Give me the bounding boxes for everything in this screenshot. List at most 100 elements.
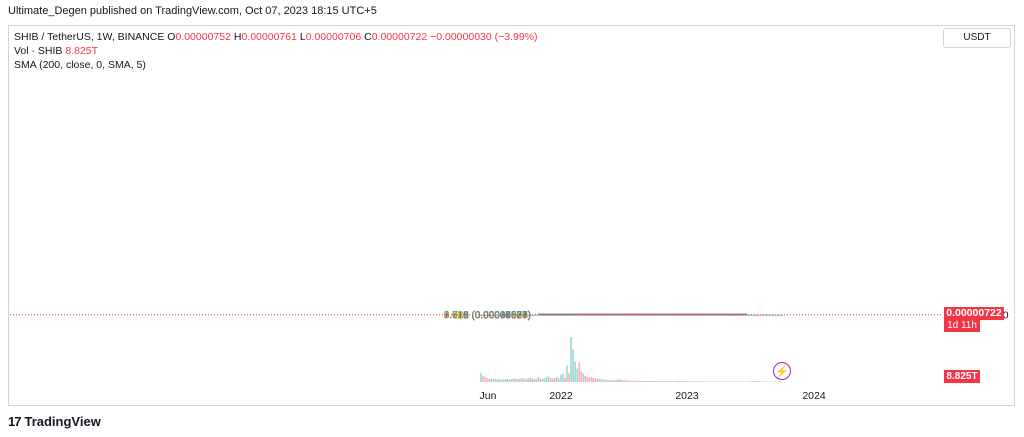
volume-bar: [523, 378, 525, 382]
legend-volume-label: Vol · SHIB: [14, 45, 63, 57]
currency-button[interactable]: USDT: [943, 28, 1011, 48]
volume-bar: [574, 361, 576, 382]
candle-body: [600, 314, 603, 316]
volume-bar: [752, 380, 755, 382]
candle-body: [484, 314, 486, 316]
candle-body: [572, 314, 575, 316]
candle-body: [670, 314, 673, 316]
volume-bar: [773, 381, 775, 382]
volume-bar: [613, 379, 615, 382]
volume-bar: [633, 380, 636, 382]
fib-level-label: 0.786 (0.00007072): [444, 310, 531, 321]
candle-body: [557, 314, 560, 316]
candle-body: [691, 314, 693, 316]
volume-bar: [766, 381, 769, 382]
candle-body: [551, 314, 554, 316]
candle-body: [629, 314, 632, 316]
candle-body: [596, 314, 599, 316]
candle-body: [779, 314, 781, 316]
candle-body: [566, 314, 568, 316]
candle-body: [725, 314, 728, 316]
candle-body: [527, 314, 529, 316]
tradingview-logo[interactable]: 17 TradingView: [8, 414, 101, 429]
candle-body: [658, 314, 661, 316]
volume-bar: [740, 381, 742, 382]
candle-body: [711, 314, 714, 316]
candle-body: [719, 314, 722, 316]
candle-body: [482, 314, 484, 316]
fib-level-label: 1.618 (0.00014001): [444, 310, 531, 321]
candle-body: [568, 314, 570, 316]
volume-bar: [543, 378, 546, 382]
candle-body: [549, 314, 552, 316]
volume-bar: [650, 380, 652, 382]
candle-body: [754, 314, 757, 316]
candle-body: [639, 314, 642, 316]
candle-body: [654, 314, 656, 316]
candle-body: [709, 314, 712, 316]
volume-bar: [639, 380, 642, 382]
candle-body: [641, 314, 644, 316]
volume-bar: [525, 378, 527, 382]
volume-bar: [676, 381, 679, 382]
volume-bar: [646, 380, 648, 382]
volume-bar: [674, 381, 677, 382]
volume-bar: [666, 381, 669, 382]
candle-body: [781, 314, 783, 316]
candle-body: [744, 314, 747, 316]
candle-body: [582, 314, 585, 316]
candle-body: [516, 314, 519, 316]
volume-bar: [658, 381, 660, 382]
volume-bar: [488, 378, 490, 382]
volume-bar: [539, 378, 542, 382]
volume-bar: [500, 379, 503, 382]
volume-bar: [517, 378, 519, 382]
lightning-icon[interactable]: ⚡: [773, 362, 791, 380]
volume-bar: [705, 381, 708, 382]
volume-bar: [519, 378, 521, 382]
candle-body: [519, 314, 521, 316]
candle-body: [723, 314, 726, 316]
volume-bar: [742, 381, 744, 382]
volume-bar: [744, 381, 746, 382]
candle-body: [609, 314, 611, 316]
volume-bar: [490, 378, 493, 382]
candle-body: [721, 314, 724, 316]
candle-body: [586, 314, 589, 316]
volume-bar: [625, 380, 628, 382]
candle-body: [684, 314, 687, 316]
candle-body: [652, 314, 654, 316]
volume-bar: [635, 380, 638, 382]
candle-body: [674, 314, 677, 316]
legend-volume-value: 8.825T: [65, 45, 99, 57]
candle-body: [672, 314, 675, 316]
fib-level-label: 1 (0.00008854): [463, 310, 531, 321]
candle-body: [770, 314, 773, 316]
publisher-caption: Ultimate_Degen published on TradingView.…: [8, 5, 377, 17]
candle-body: [623, 314, 626, 316]
volume-bar: [641, 380, 644, 382]
volume-bar: [758, 381, 761, 382]
volume-bar: [652, 380, 654, 382]
volume-bar: [637, 380, 640, 382]
volume-bar: [699, 381, 701, 382]
candle-body: [490, 314, 493, 316]
ohlc-high-key: H: [233, 31, 242, 43]
volume-bar: [594, 378, 597, 382]
candle-body: [508, 314, 511, 316]
legend-sma: SMA (200, close, 0, SMA, 5): [14, 59, 146, 71]
volume-bar: [496, 379, 499, 382]
candle-body: [648, 314, 650, 316]
volume-bar: [531, 378, 533, 382]
candle-body: [525, 314, 527, 316]
volume-bar: [687, 381, 689, 382]
volume-bar: [510, 378, 513, 382]
volume-bar: [695, 381, 697, 382]
volume-bar: [701, 381, 703, 382]
x-tick-label: 2022: [549, 390, 573, 402]
volume-bar: [555, 376, 558, 382]
ohlc-high-value: 0.00000761: [241, 31, 297, 43]
candle-body: [570, 314, 572, 316]
volume-bar: [730, 381, 732, 382]
